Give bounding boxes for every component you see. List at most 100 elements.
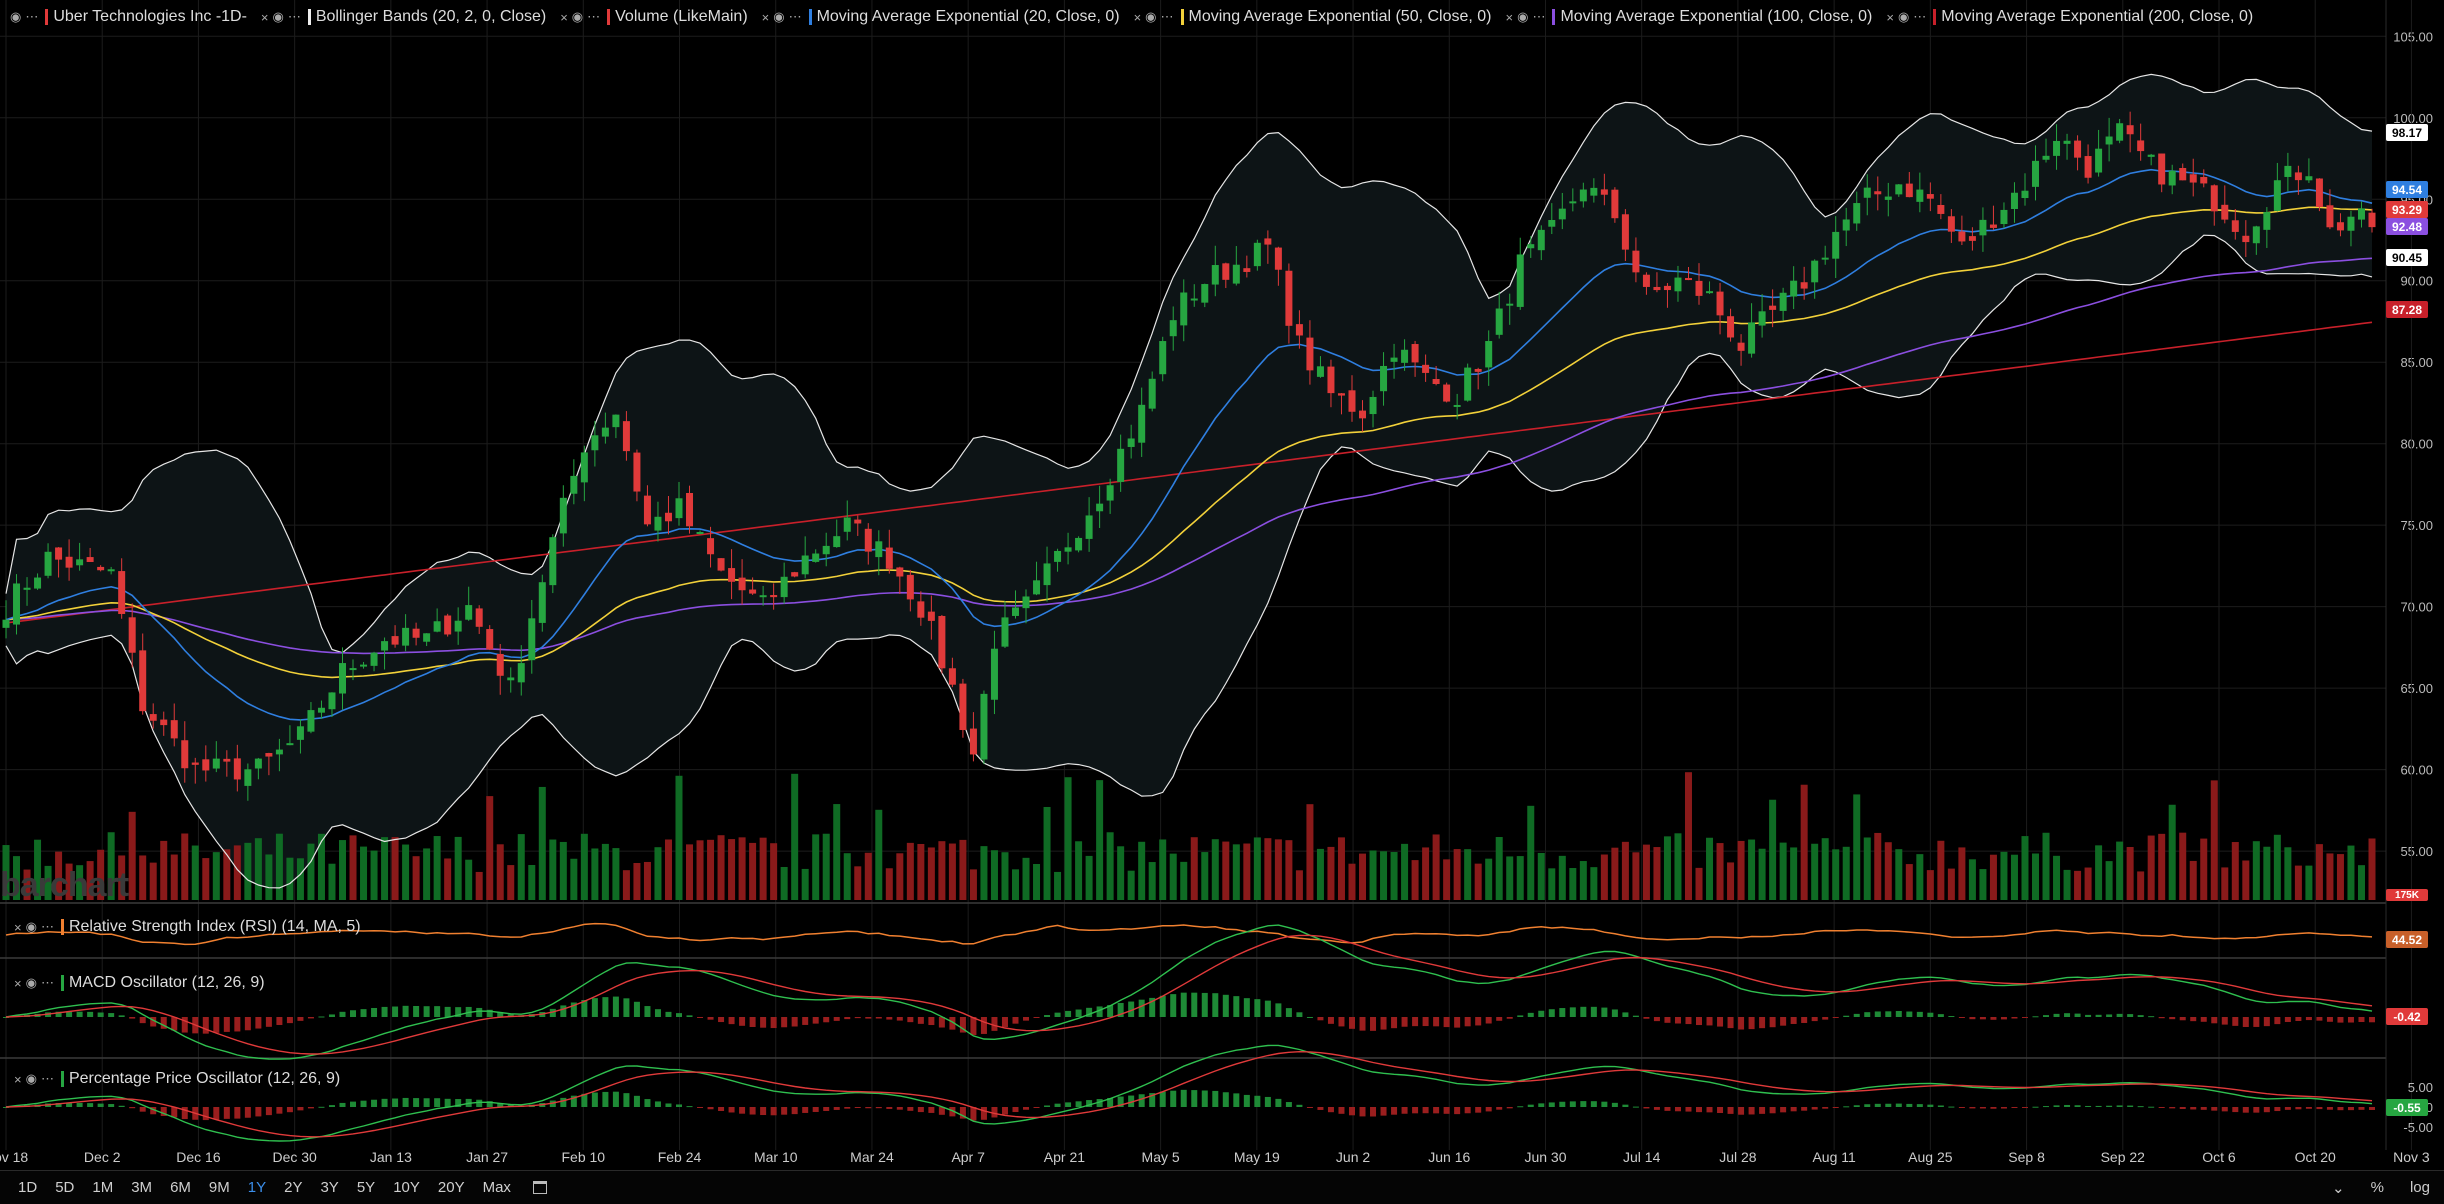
more-icon[interactable]: ⋯ <box>1532 9 1546 24</box>
ppo-histogram-bar <box>1191 1090 1198 1107</box>
candle <box>444 615 452 635</box>
chart-canvas[interactable]: 55.00 60.00 65.00 70.00 75.00 80.00 85.00 90.00… <box>0 0 2444 1170</box>
macd-histogram-bar <box>2221 1017 2228 1025</box>
volume-bar <box>1632 852 1640 900</box>
range-1m[interactable]: 1M <box>92 1179 114 1196</box>
range-3m[interactable]: 3M <box>131 1179 153 1196</box>
more-icon[interactable]: ⋯ <box>1913 9 1927 24</box>
range-6m[interactable]: 6M <box>170 1179 191 1196</box>
close-icon[interactable]: × <box>260 9 269 25</box>
volume-bar <box>780 866 788 900</box>
ppo-histogram-bar <box>2200 1107 2207 1110</box>
legend-ema200[interactable]: × ◉ ⋯ Moving Average Exponential (200, C… <box>1884 8 2253 26</box>
log-toggle[interactable]: log <box>2409 1179 2430 1196</box>
close-icon[interactable]: × <box>14 1071 22 1087</box>
close-icon[interactable]: × <box>761 9 770 25</box>
eye-icon[interactable]: ◉ <box>272 9 284 24</box>
more-icon[interactable]: ⋯ <box>287 9 301 24</box>
macd-histogram-bar <box>118 1015 125 1017</box>
candle <box>1411 344 1419 363</box>
macd-histogram-bar <box>1916 1011 1923 1017</box>
range-1d[interactable]: 1D <box>18 1179 38 1196</box>
ppo-histogram-bar <box>392 1098 399 1107</box>
candle <box>1085 515 1093 539</box>
range-5y[interactable]: 5Y <box>356 1179 376 1196</box>
candle <box>275 749 283 755</box>
percent-toggle[interactable]: % <box>2370 1179 2384 1196</box>
candle <box>1706 291 1714 294</box>
eye-icon[interactable]: ◉ <box>1145 9 1157 24</box>
legend-bollinger-label: Bollinger Bands (20, 2, 0, Close) <box>315 8 547 25</box>
close-icon[interactable]: × <box>1886 9 1894 25</box>
calendar-icon[interactable] <box>532 1181 547 1194</box>
candle <box>23 587 31 590</box>
x-tick-label: Jun 30 <box>1524 1149 1566 1165</box>
close-icon[interactable]: × <box>1505 9 1514 25</box>
eye-icon[interactable]: ◉ <box>25 1071 37 1086</box>
range-20y[interactable]: 20Y <box>437 1179 465 1196</box>
volume-bar <box>591 848 599 900</box>
eye-icon[interactable]: ◉ <box>25 919 37 934</box>
more-icon[interactable]: ⋯ <box>587 9 601 24</box>
candle <box>2200 177 2208 184</box>
candle <box>233 758 241 780</box>
ppo-histogram-bar <box>1664 1107 1671 1111</box>
legend-volume[interactable]: × ◉ ⋯ Volume (LikeMain) <box>558 8 748 26</box>
legend-ema50[interactable]: × ◉ ⋯ Moving Average Exponential (50, Cl… <box>1132 8 1492 26</box>
close-icon[interactable]: × <box>560 9 568 25</box>
more-icon[interactable]: ⋯ <box>1160 9 1174 24</box>
more-icon[interactable]: ⋯ <box>40 975 54 990</box>
ppo-histogram-bar <box>707 1107 714 1110</box>
legend-symbol[interactable]: ◉ ⋯ Uber Technologies Inc -1D- <box>8 8 247 26</box>
eye-icon[interactable]: ◉ <box>1897 9 1910 24</box>
candle <box>1011 607 1019 616</box>
macd-histogram-bar <box>1517 1015 1524 1017</box>
volume-bar <box>1075 841 1083 900</box>
ppo-histogram-bar <box>223 1107 230 1119</box>
eye-icon[interactable]: ◉ <box>10 9 22 24</box>
range-5d[interactable]: 5D <box>55 1179 75 1196</box>
ppo-histogram-bar <box>2011 1107 2018 1108</box>
volume-bar <box>1663 836 1671 900</box>
macd-histogram-bar <box>2295 1017 2302 1021</box>
range-1y[interactable]: 1Y <box>247 1179 267 1196</box>
more-icon[interactable]: ⋯ <box>40 1071 54 1086</box>
ppo-histogram-bar <box>1811 1107 1818 1110</box>
close-icon[interactable]: × <box>14 919 22 935</box>
volume-bar <box>2326 853 2334 900</box>
eye-icon[interactable]: ◉ <box>1517 9 1529 24</box>
more-icon[interactable]: ⋯ <box>40 919 54 934</box>
range-2y[interactable]: 2Y <box>284 1179 303 1196</box>
eye-icon[interactable]: ◉ <box>571 9 584 24</box>
collapse-icon[interactable]: ⌄ <box>2332 1180 2345 1197</box>
legend-bollinger[interactable]: × ◉ ⋯ Bollinger Bands (20, 2, 0, Close) <box>259 8 546 26</box>
volume-bar <box>654 847 662 900</box>
x-tick-label: Apr 7 <box>951 1149 985 1165</box>
macd-histogram-bar <box>66 1011 73 1017</box>
legend-ema100[interactable]: × ◉ ⋯ Moving Average Exponential (100, C… <box>1504 8 1872 26</box>
range-3y[interactable]: 3Y <box>320 1179 339 1196</box>
range-max[interactable]: Max <box>482 1179 511 1196</box>
ppo-histogram-bar <box>497 1103 504 1107</box>
legend-ema20[interactable]: × ◉ ⋯ Moving Average Exponential (20, Cl… <box>760 8 1120 26</box>
close-icon[interactable]: × <box>1133 9 1142 25</box>
macd-histogram-bar <box>2326 1017 2333 1022</box>
candle <box>507 677 515 681</box>
close-icon[interactable]: × <box>14 975 22 991</box>
more-icon[interactable]: ⋯ <box>788 9 802 24</box>
volume-bar <box>990 850 998 900</box>
macd-histogram-bar <box>875 1017 882 1019</box>
ppo-histogram-bar <box>244 1107 251 1118</box>
macd-histogram-bar <box>2232 1017 2239 1026</box>
ppo-histogram-bar <box>1969 1107 1976 1109</box>
ppo-histogram-bar <box>276 1107 283 1114</box>
more-icon[interactable]: ⋯ <box>25 9 39 24</box>
range-10y[interactable]: 10Y <box>393 1179 420 1196</box>
macd-histogram-bar <box>1937 1014 1944 1017</box>
macd-histogram-bar <box>770 1017 777 1029</box>
range-9m[interactable]: 9M <box>208 1179 230 1196</box>
eye-icon[interactable]: ◉ <box>25 975 37 990</box>
volume-bar <box>423 848 431 900</box>
candle <box>13 583 21 625</box>
eye-icon[interactable]: ◉ <box>773 9 785 24</box>
